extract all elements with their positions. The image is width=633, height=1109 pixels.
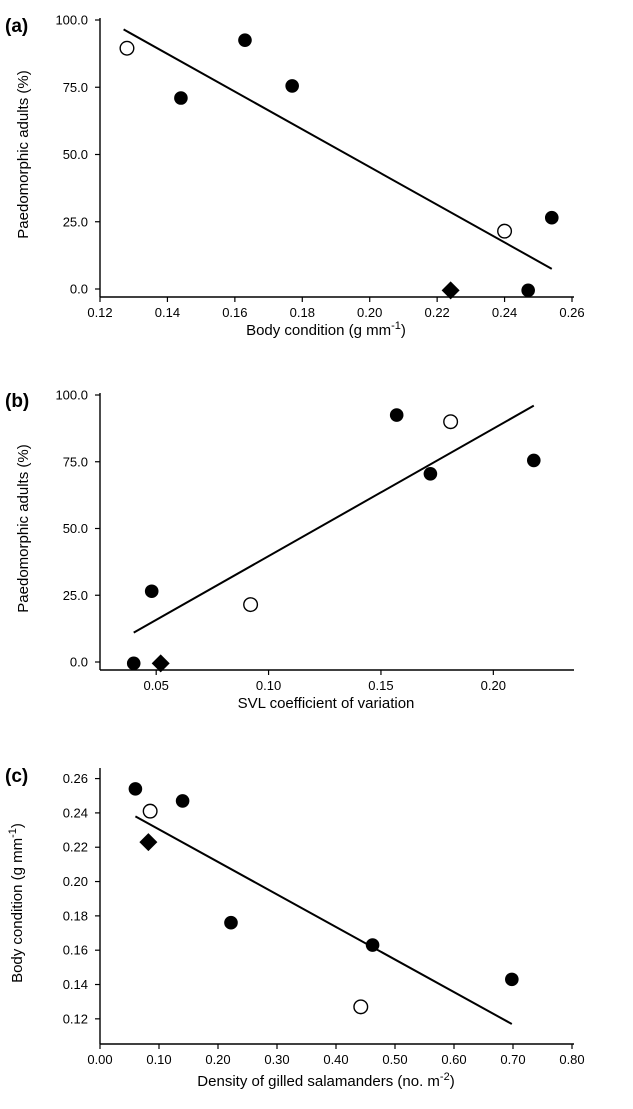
panel-b-x-axis-title: SVL coefficient of variation <box>238 695 415 712</box>
panel-a-filled-point <box>544 210 559 225</box>
panel-b-y-axis-title: Paedomorphic adults (%) <box>15 444 32 612</box>
panel-b-y-tick-label: 75.0 <box>63 454 88 469</box>
panel-c-y-tick-label: 0.12 <box>63 1011 88 1026</box>
panel-c-filled-point <box>128 782 143 796</box>
panel-c-y-tick-label: 0.18 <box>63 908 88 923</box>
panel-b-x-tick-label: 0.20 <box>481 678 506 693</box>
panel-b-x-tick-label: 0.15 <box>368 678 393 693</box>
panel-a-y-tick-label: 75.0 <box>63 80 88 95</box>
panel-b-label: (b) <box>5 391 29 412</box>
panel-c-x-tick-label: 0.50 <box>382 1052 407 1067</box>
panel-c-x-tick-label: 0.40 <box>323 1052 348 1067</box>
panel-c-filled-point <box>365 938 380 952</box>
panel-c-y-tick-label: 0.20 <box>63 874 88 889</box>
panel-a-x-tick-label: 0.18 <box>290 305 315 320</box>
panel-b-filled-point <box>526 453 541 468</box>
panel-c-x-tick-label: 0.70 <box>500 1052 525 1067</box>
panel-c-filled-point <box>505 972 519 987</box>
panel-c-label: (c) <box>5 766 28 787</box>
panel-c-regression-line <box>134 815 513 1025</box>
panel-a-x-tick-label: 0.14 <box>155 305 180 320</box>
panel-a-open-point <box>497 223 513 239</box>
panel-a-x-tick-label: 0.26 <box>559 305 584 320</box>
panel-a-y-tick-label: 0.0 <box>70 282 88 297</box>
panel-a-y-tick-label: 50.0 <box>63 147 88 162</box>
panel-c-y-tick-label: 0.24 <box>63 805 88 820</box>
panel-b-diamond-point <box>151 654 170 673</box>
panel-b-open-point <box>243 597 259 613</box>
panel-b-filled-point <box>144 584 159 599</box>
panel-b-filled-point <box>423 466 438 481</box>
panel-a-filled-point <box>285 79 299 93</box>
panel-c-open-point <box>353 999 369 1015</box>
panel-c-y-tick-label: 0.14 <box>63 977 88 992</box>
panel-b-y-tick-label: 25.0 <box>63 588 88 603</box>
panel-b-y-tick-label: 50.0 <box>63 521 88 536</box>
panel-c-x-tick-label: 0.00 <box>87 1052 112 1067</box>
panel-a-x-tick-label: 0.20 <box>357 305 382 320</box>
panel-c-x-tick-label: 0.10 <box>146 1052 171 1067</box>
panel-b-x-tick-label: 0.05 <box>144 678 169 693</box>
panel-c-x-tick-label: 0.20 <box>205 1052 230 1067</box>
panel-a-y-tick-label: 25.0 <box>63 214 88 229</box>
panel-b-regression-line <box>133 404 535 634</box>
panel-a-regression-line <box>123 28 553 270</box>
panel-b-x-tick-label: 0.10 <box>256 678 281 693</box>
panel-c-diamond-point <box>139 833 158 852</box>
panel-c-y-axis-title: Body condition (g mm-1) <box>7 823 26 983</box>
panel-a-label: (a) <box>5 16 28 37</box>
panel-a-x-axis-title: Body condition (g mm-1) <box>246 320 406 339</box>
panel-a-open-point <box>119 40 135 56</box>
panel-b-open-point <box>443 414 459 430</box>
panel-c-open-point <box>142 803 158 819</box>
panel-c-y-tick-label: 0.26 <box>63 771 88 786</box>
panel-a-y-axis-title: Paedomorphic adults (%) <box>15 70 32 238</box>
panel-b-filled-point <box>126 656 141 671</box>
panel-a-filled-point <box>238 33 252 47</box>
panel-b-y-tick-label: 0.0 <box>70 655 88 670</box>
panel-a-x-tick-label: 0.22 <box>424 305 449 320</box>
panel-c-x-axis-title: Density of gilled salamanders (no. m-2) <box>197 1071 454 1090</box>
panel-c-x-tick-label: 0.60 <box>441 1052 466 1067</box>
panel-c-x-tick-label: 0.30 <box>264 1052 289 1067</box>
panel-c-filled-point <box>175 794 190 808</box>
panel-c-x-tick-label: 0.80 <box>559 1052 584 1067</box>
panel-a-filled-point <box>174 91 188 105</box>
panel-c-filled-point <box>224 915 238 930</box>
panel-c-y-tick-label: 0.16 <box>63 943 88 958</box>
panel-b-filled-point <box>389 408 404 422</box>
panel-c-y-tick-label: 0.22 <box>63 840 88 855</box>
panel-b-y-tick-label: 100.0 <box>55 388 88 403</box>
panel-a-y-tick-label: 100.0 <box>55 13 88 28</box>
panel-a-x-tick-label: 0.24 <box>492 305 517 320</box>
panel-a-diamond-point <box>441 281 460 300</box>
panel-a-filled-point <box>521 283 535 298</box>
panel-a-x-tick-label: 0.12 <box>87 305 112 320</box>
panel-a-x-tick-label: 0.16 <box>222 305 247 320</box>
